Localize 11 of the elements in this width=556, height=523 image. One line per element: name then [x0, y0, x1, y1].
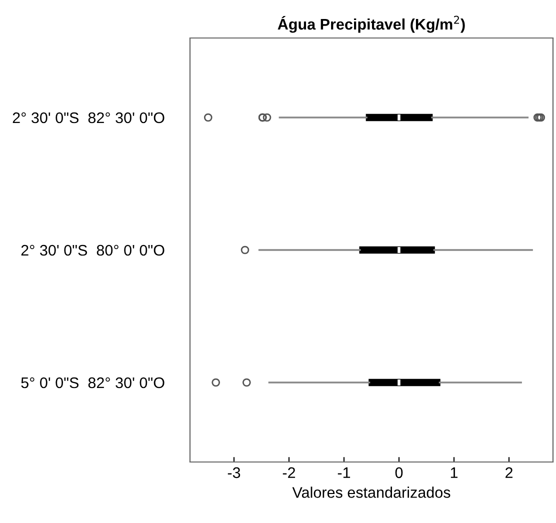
x-tick-label: 0: [395, 467, 403, 478]
x-tick-label: 1: [450, 467, 458, 478]
y-tick-label: 5° 0' 0"S 82° 30' 0"O: [21, 377, 164, 388]
x-axis-title: Valores estandarizados: [292, 486, 450, 498]
x-tick-label: 2: [506, 467, 512, 478]
chart-title: Água Precipitavel (Kg/m$^{2}$): [278, 16, 465, 33]
y-tick-label: 2° 30' 0"S 80° 0' 0"O: [21, 244, 164, 256]
x-tick-label: -3: [228, 467, 240, 478]
x-tick-label: -1: [338, 467, 350, 478]
y-tick-label: 2° 30' 0"S 82° 30' 0"O: [12, 112, 164, 124]
x-tick-label: -2: [282, 467, 296, 478]
